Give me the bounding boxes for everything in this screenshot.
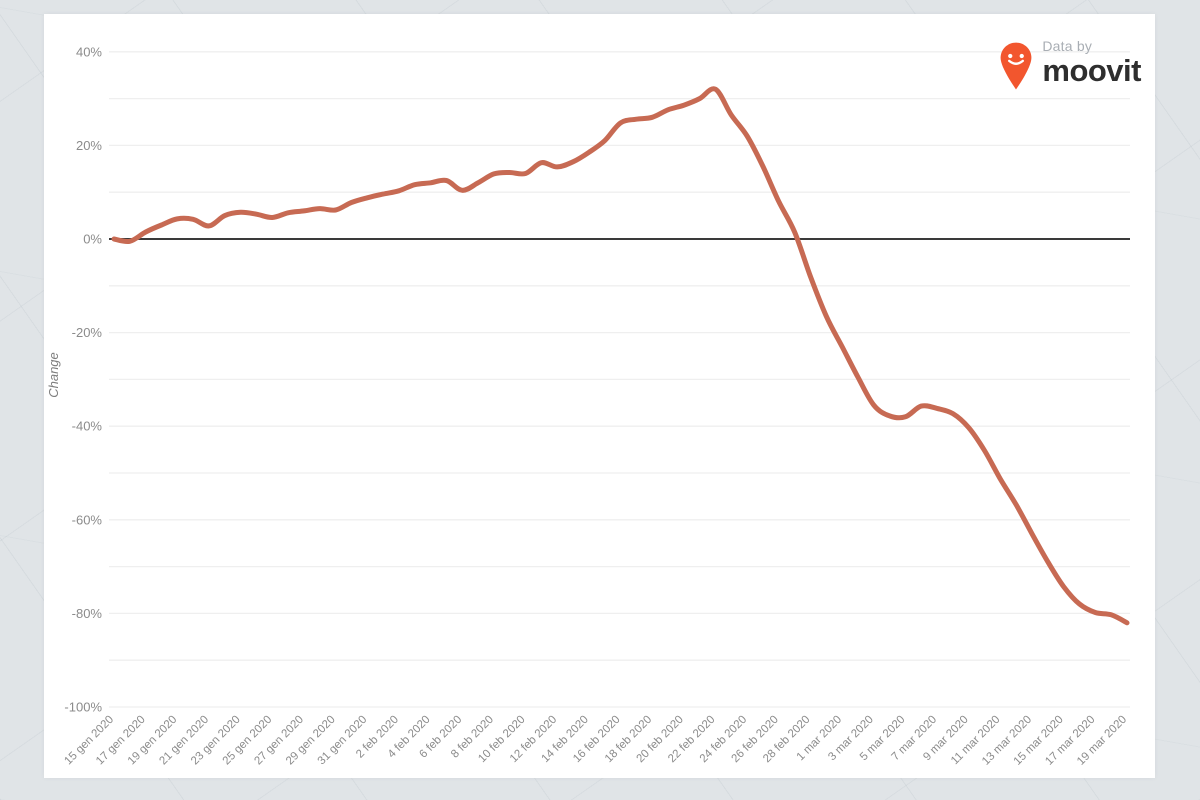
- y-axis-title: Change: [46, 352, 61, 398]
- y-tick-label: 20%: [76, 138, 102, 153]
- y-tick-label: 40%: [76, 44, 102, 59]
- y-tick-label: -80%: [72, 606, 103, 621]
- chart-card: 40% 20% 0% -20% -40% -60% -80% -100% Change 15 ge…: [44, 14, 1155, 778]
- moovit-attribution: Data by moovit: [999, 38, 1141, 92]
- moovit-logo-text: Data by moovit: [1042, 38, 1141, 87]
- y-tick-label: -40%: [72, 419, 103, 434]
- data-by-label: Data by: [1042, 38, 1093, 54]
- y-tick-label: -60%: [72, 512, 103, 527]
- y-tick-label: -20%: [72, 325, 103, 340]
- y-tick-label: -100%: [64, 700, 102, 715]
- change-series-line: [111, 86, 1130, 626]
- y-tick-label: 0%: [83, 232, 102, 247]
- moovit-wordmark: moovit: [1042, 53, 1141, 88]
- moovit-pin-icon: [1000, 42, 1032, 90]
